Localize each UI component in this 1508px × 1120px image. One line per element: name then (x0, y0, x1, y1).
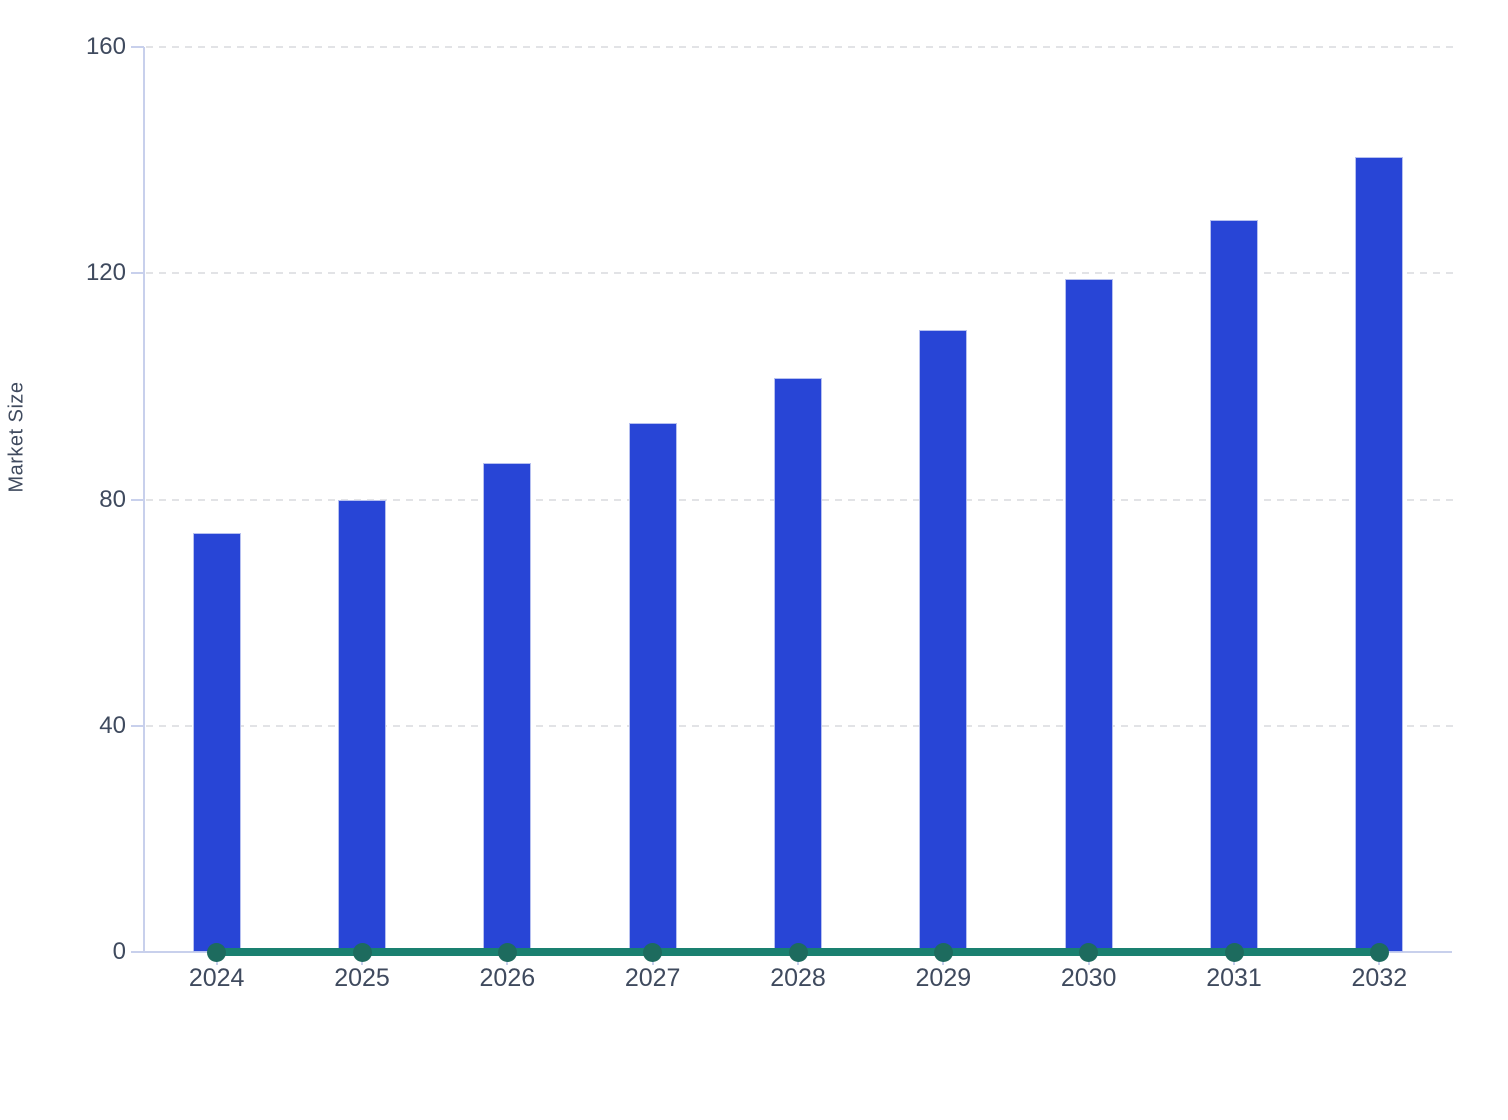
line-point-2029 (933, 942, 953, 962)
x-axis-tick-label: 2026 (479, 964, 536, 992)
y-axis-tick-label: 40 (99, 711, 126, 739)
y-axis-tick-120 (131, 272, 144, 275)
y-axis-tick-160 (131, 46, 144, 48)
line-point-2024 (207, 942, 227, 962)
y-axis-tick-80 (131, 498, 144, 501)
x-axis-tick-label: 2024 (188, 964, 245, 992)
y-axis-tick-label: 120 (85, 259, 126, 287)
y-axis-tick-40 (131, 724, 144, 727)
line-point-2030 (1079, 942, 1099, 962)
y-axis-tick-label: 160 (85, 33, 126, 60)
bar-2026 (483, 462, 532, 952)
gridline-y-160 (146, 46, 1454, 48)
y-axis-tick-0 (131, 951, 144, 953)
line-point-2027 (643, 942, 663, 962)
x-axis-tick-label: 2027 (624, 964, 681, 992)
y-axis-tick-label: 80 (99, 485, 126, 513)
bar-2031 (1210, 219, 1258, 952)
y-axis-title: Market Size (5, 381, 28, 493)
y-axis-tick-label: 0 (112, 938, 126, 965)
line-point-2025 (352, 942, 372, 962)
bar-2024 (192, 533, 241, 952)
x-axis-tick-label: 2032 (1351, 964, 1408, 992)
x-axis-tick-label: 2030 (1060, 964, 1117, 992)
bar-2032 (1355, 157, 1404, 952)
bar-2027 (628, 423, 677, 952)
bar-2028 (774, 377, 822, 952)
plot-area (131, 46, 1454, 965)
x-axis-tick-label: 2025 (334, 964, 390, 992)
line-point-2028 (788, 942, 808, 962)
y-axis-line (143, 47, 145, 952)
line-point-2031 (1224, 942, 1244, 962)
x-axis-tick-label: 2031 (1206, 964, 1262, 992)
gridline-y-120 (146, 272, 1454, 275)
line-point-2026 (497, 942, 517, 962)
line-point-2032 (1369, 942, 1389, 962)
bar-2030 (1064, 278, 1113, 952)
bar-2029 (919, 329, 968, 952)
x-axis-tick-label: 2028 (770, 964, 826, 992)
bar-2025 (338, 499, 386, 952)
x-axis-tick-label: 2029 (915, 964, 972, 992)
